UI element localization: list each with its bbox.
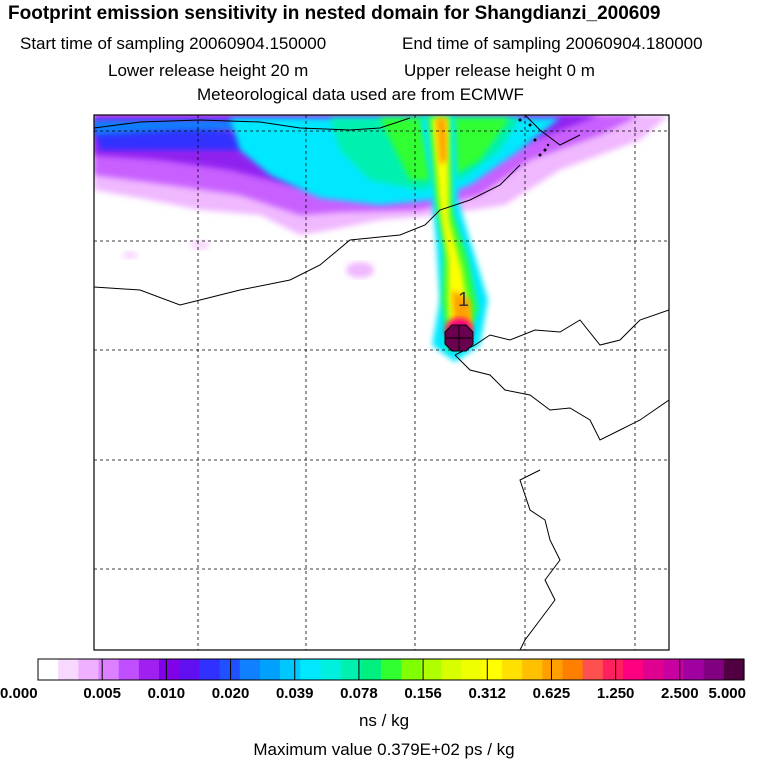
colorbar-swatch	[300, 659, 321, 680]
colorbar-swatch	[118, 659, 140, 680]
colorbar-swatch	[340, 659, 362, 680]
colorbar-swatch	[481, 659, 503, 680]
max-value-label: Maximum value 0.379E+02 ps / kg	[253, 740, 515, 759]
colorbar-swatch	[58, 659, 79, 680]
colorbar-swatch	[622, 659, 644, 680]
colorbar-tick-label: 0.000	[0, 685, 38, 702]
colorbar-swatch	[542, 659, 564, 680]
lower-height-label: Lower release height 20 m	[108, 61, 309, 80]
colorbar-swatch	[98, 659, 120, 680]
colorbar-swatch	[159, 659, 180, 680]
colorbar-swatch	[522, 659, 543, 680]
colorbar: 0.000 0.005 0.010 0.020 0.039 0.078 0.156 0.312…	[0, 658, 746, 702]
colorbar-swatch	[199, 659, 221, 680]
colorbar-swatch	[582, 659, 604, 680]
end-time-label: End time of sampling 20060904.180000	[402, 34, 703, 53]
colorbar-swatch	[461, 659, 483, 680]
colorbar-swatch	[703, 659, 725, 680]
colorbar-swatch	[562, 659, 584, 680]
map-grid	[94, 115, 669, 650]
upper-height-label: Upper release height 0 m	[404, 61, 595, 80]
colorbar-swatch	[441, 659, 463, 680]
colorbar-swatch	[643, 659, 664, 680]
colorbar-swatch	[501, 659, 523, 680]
station-label: 1	[458, 289, 469, 311]
colorbar-swatch	[380, 659, 402, 680]
colorbar-swatch	[78, 659, 100, 680]
colorbar-swatch	[360, 659, 382, 680]
colorbar-swatch	[259, 659, 281, 680]
colorbar-tick-label: 0.156	[404, 685, 442, 702]
colorbar-swatch	[683, 659, 705, 680]
colorbar-swatch	[179, 659, 200, 680]
colorbar-swatch	[138, 659, 160, 680]
colorbar-swatch	[602, 659, 624, 680]
colorbar-swatch	[723, 659, 745, 680]
station-marker: 1	[444, 289, 474, 352]
colorbar-tick-label: 0.078	[340, 685, 378, 702]
colorbar-tick-label: 2.500	[661, 685, 699, 702]
islands	[518, 118, 550, 157]
colorbar-swatch	[219, 659, 241, 680]
sensitivity-field	[94, 115, 669, 362]
colorbar-tick-label: 0.312	[468, 685, 506, 702]
colorbar-swatch	[280, 659, 301, 680]
colorbar-swatch	[239, 659, 261, 680]
colorbar-tick-label: 5.000	[708, 685, 746, 702]
colorbar-swatch	[320, 659, 342, 680]
colorbar-tick-label: 0.010	[148, 685, 186, 702]
colorbar-swatch	[401, 659, 422, 680]
colorbar-tick-label: 0.625	[533, 685, 571, 702]
map-frame	[93, 114, 670, 651]
colorbar-swatch	[421, 659, 443, 680]
colorbar-tick-label: 1.250	[597, 685, 635, 702]
chart-title: Footprint emission sensitivity in nested…	[8, 3, 661, 24]
colorbar-tick-label: 0.039	[276, 685, 314, 702]
colorbar-tick-label: 0.005	[83, 685, 121, 702]
colorbar-swatch	[38, 659, 59, 680]
met-data-label: Meteorological data used are from ECMWF	[197, 85, 524, 104]
colorbar-unit: ns / kg	[358, 711, 410, 730]
coastline	[94, 115, 669, 650]
colorbar-tick-label: 0.020	[212, 685, 250, 702]
start-time-label: Start time of sampling 20060904.150000	[20, 34, 327, 53]
colorbar-swatch	[663, 659, 685, 680]
